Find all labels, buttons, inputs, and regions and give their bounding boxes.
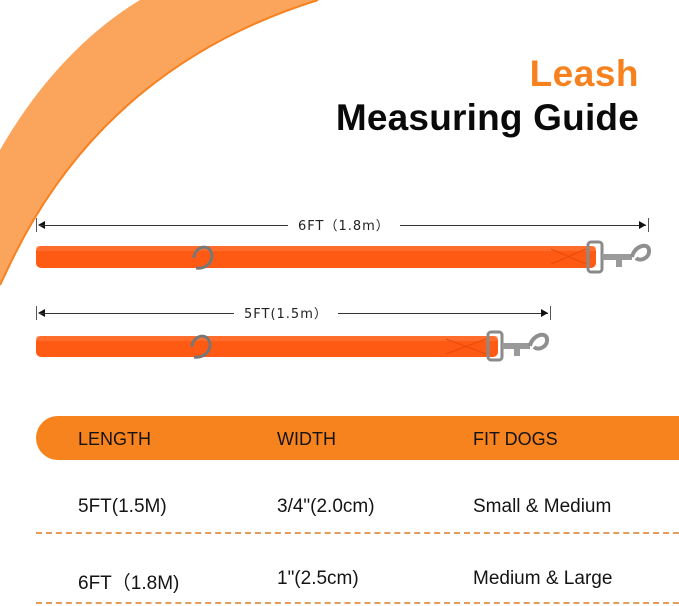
column-header-width: WIDTH (277, 429, 336, 449)
cell-width-row2: 1"(2.5cm) (277, 568, 359, 589)
d-ring-icon (192, 245, 214, 270)
tick-right (648, 218, 649, 232)
column-header-fit-dogs: FIT DOGS (473, 429, 558, 449)
row-divider (36, 602, 679, 604)
table-header (36, 416, 679, 460)
tick-left (36, 218, 37, 232)
measurement-5ft: 5FT(1.5m） (36, 303, 552, 322)
arrow-right-icon (639, 221, 646, 229)
row-divider (36, 532, 679, 534)
cell-width-row1: 3/4"(2.0cm) (277, 496, 375, 517)
page-title: Leash Measuring Guide (336, 52, 639, 140)
cell-fit-dogs-row2: Medium & Large (473, 568, 613, 589)
cell-length-row1: 5FT(1.5M) (78, 496, 167, 517)
arrow-right-icon (541, 309, 548, 317)
measurement-label-5ft: 5FT(1.5m） (234, 303, 338, 322)
measurement-label-6ft: 6FT（1.8m） (288, 215, 400, 234)
title-measuring-guide: Measuring Guide (335, 97, 639, 138)
leash-6ft-icon (36, 240, 652, 274)
cell-length-row2: 6FT（1.8M) (78, 573, 180, 594)
title-leash: Leash (529, 53, 639, 94)
cell-fit-dogs-row1: Small & Medium (473, 496, 612, 517)
d-ring-icon (190, 334, 212, 359)
leash-5ft-icon (36, 330, 550, 362)
tick-right (550, 306, 551, 320)
column-header-length: LENGTH (78, 429, 152, 449)
measurement-6ft: 6FT（1.8m） (36, 215, 650, 234)
tick-left (36, 306, 37, 320)
